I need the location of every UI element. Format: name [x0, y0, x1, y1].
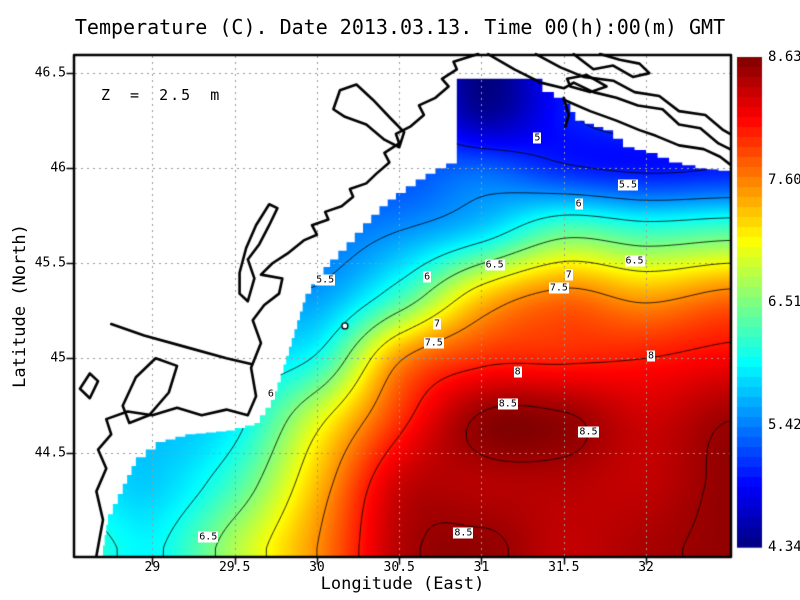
contour-label: 8.5 [497, 398, 518, 410]
x-tick-label: 29.5 [218, 560, 251, 575]
contour-label: 8.5 [453, 527, 474, 539]
y-tick-label: 45.5 [34, 255, 66, 271]
contour-label: 7.5 [548, 282, 569, 294]
x-tick-label: 31.5 [548, 560, 580, 575]
colorbar-tick-label: 7.60 [768, 171, 800, 188]
x-tick-label: 32 [638, 560, 654, 575]
x-tick-label: 31 [473, 560, 490, 575]
colorbar-tick-label: 8.63 [768, 49, 800, 65]
colorbar-tick-label: 5.42 [768, 416, 800, 433]
contour-label: 8.5 [578, 426, 599, 438]
contour-label: 6.5 [624, 255, 645, 267]
y-axis-label: Latitude (North) [10, 224, 30, 388]
y-tick-label: 44.5 [34, 445, 66, 461]
colorbar-tick-label: 6.51 [768, 294, 800, 310]
contour-label: 7 [433, 318, 442, 330]
contour-label: 7.5 [423, 337, 444, 349]
contour-label: 6 [266, 388, 275, 400]
colorbar-tick-label: 4.34 [768, 539, 800, 555]
contour-label: 6.5 [198, 531, 219, 543]
contour-label: 5.5 [617, 179, 638, 191]
contour-label: 7 [564, 269, 573, 281]
depth-annotation: Z = 2.5 m [101, 86, 222, 104]
contour-label: 8 [513, 366, 522, 378]
contour-label: 6 [574, 198, 583, 210]
x-axis-label: Longitude (East) [320, 574, 485, 594]
y-tick-label: 46 [50, 160, 66, 176]
contour-label: 5.5 [315, 274, 336, 286]
plot-title: Temperature (C). Date 2013.03.13. Time 0… [74, 15, 726, 39]
y-tick-label: 45 [50, 350, 66, 366]
y-tick-label: 46.5 [34, 65, 66, 81]
contour-label: 8 [646, 350, 656, 362]
x-tick-label: 30.5 [383, 560, 415, 575]
contour-label: 6 [423, 271, 432, 283]
contour-label: 5 [533, 132, 542, 144]
contour-label: 6.5 [484, 259, 505, 271]
x-tick-label: 30 [309, 560, 325, 575]
x-tick-label: 29 [144, 560, 161, 575]
